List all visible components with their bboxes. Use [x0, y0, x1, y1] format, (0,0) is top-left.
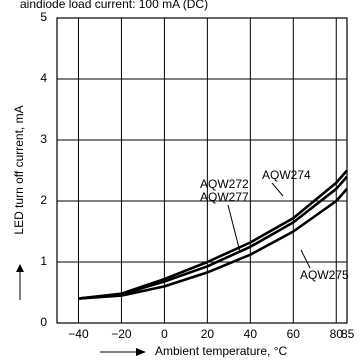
annotation: AQW272	[200, 177, 249, 191]
line-series	[78, 175, 348, 300]
chart-title: aindiode load current: 100 mA (DC)	[20, 0, 208, 11]
y-axis-arrowhead	[16, 264, 24, 272]
y-tick-label: 4	[40, 71, 47, 85]
y-tick-label: 5	[40, 10, 47, 24]
annotation: AQW277	[200, 190, 249, 204]
y-tick-label: 1	[40, 254, 47, 268]
x-tick-label: −40	[68, 327, 89, 341]
x-tick-label: 0	[161, 327, 168, 341]
line-series	[78, 187, 348, 300]
annotation: AQW275	[300, 268, 349, 282]
x-tick-label: 60	[287, 327, 301, 341]
x-tick-label: 20	[201, 327, 215, 341]
leader	[271, 182, 284, 197]
x-axis-label: Ambient temperature, °C	[155, 344, 288, 358]
y-tick-label: 0	[40, 315, 47, 329]
x-tick-label: 40	[244, 327, 258, 341]
y-tick-label: 3	[40, 132, 47, 146]
y-axis-label: LED turn off current, mA	[12, 105, 26, 234]
y-tick-label: 2	[40, 193, 47, 207]
x-tick-label: 80	[330, 327, 344, 341]
annotation: AQW274	[262, 168, 311, 182]
x-tick-label: 85	[341, 327, 355, 341]
leader	[227, 204, 241, 253]
x-tick-label: −20	[111, 327, 132, 341]
leader	[300, 249, 311, 269]
x-axis-arrowhead	[136, 348, 146, 356]
